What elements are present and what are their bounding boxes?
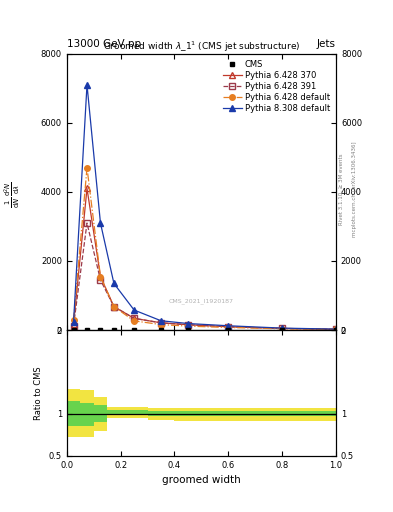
Text: 13000 GeV pp: 13000 GeV pp (67, 38, 141, 49)
Pythia 6.428 default (71, 317, 76, 324)
Pythia 8.308 default (334, 326, 338, 332)
Pythia 6.428 default (112, 304, 116, 310)
CMS (71, 327, 76, 333)
Text: mcplots.cern.ch [arXiv:1306.3436]: mcplots.cern.ch [arXiv:1306.3436] (352, 142, 357, 237)
Pythia 6.428 391 (71, 323, 76, 329)
Pythia 8.308 default (98, 220, 103, 226)
CMS (280, 327, 285, 333)
Pythia 8.308 default (185, 321, 190, 327)
Pythia 8.308 default (112, 281, 116, 287)
Pythia 8.308 default (226, 323, 231, 329)
Pythia 6.428 370 (280, 325, 285, 331)
Line: Pythia 6.428 default: Pythia 6.428 default (71, 165, 339, 332)
Pythia 6.428 default (185, 323, 190, 329)
Pythia 6.428 391 (159, 320, 163, 326)
Text: Jets: Jets (317, 38, 336, 49)
Pythia 8.308 default (280, 325, 285, 331)
Pythia 6.428 370 (112, 304, 116, 310)
Pythia 6.428 391 (112, 304, 116, 310)
Pythia 6.428 391 (98, 277, 103, 283)
CMS (84, 327, 89, 333)
CMS (334, 327, 338, 333)
Pythia 6.428 370 (334, 326, 338, 332)
Text: CMS_2021_I1920187: CMS_2021_I1920187 (169, 298, 234, 304)
Pythia 6.428 391 (226, 324, 231, 330)
Pythia 6.428 default (280, 326, 285, 332)
Pythia 6.428 default (226, 325, 231, 331)
Pythia 8.308 default (159, 317, 163, 324)
Pythia 6.428 default (98, 273, 103, 280)
Pythia 6.428 370 (226, 324, 231, 330)
Line: Pythia 8.308 default: Pythia 8.308 default (71, 82, 339, 332)
Text: $\frac{1}{\mathrm{d}N}\,\frac{\mathrm{d}^2 N}{\mathrm{d}\lambda}$: $\frac{1}{\mathrm{d}N}\,\frac{\mathrm{d}… (2, 181, 22, 208)
Pythia 6.428 391 (185, 322, 190, 328)
Line: Pythia 6.428 370: Pythia 6.428 370 (71, 186, 339, 332)
CMS (159, 327, 163, 333)
Pythia 6.428 370 (71, 321, 76, 327)
Pythia 6.428 370 (159, 320, 163, 326)
Pythia 6.428 391 (84, 220, 89, 226)
Pythia 8.308 default (84, 82, 89, 88)
Line: Pythia 6.428 391: Pythia 6.428 391 (71, 220, 339, 332)
Line: CMS: CMS (71, 328, 338, 332)
Pythia 8.308 default (71, 319, 76, 325)
CMS (226, 327, 231, 333)
Pythia 6.428 default (84, 165, 89, 171)
Pythia 6.428 default (334, 326, 338, 332)
Pythia 6.428 370 (185, 322, 190, 328)
Pythia 6.428 370 (98, 273, 103, 280)
Y-axis label: Ratio to CMS: Ratio to CMS (34, 366, 43, 420)
Pythia 6.428 default (159, 322, 163, 328)
X-axis label: groomed width: groomed width (162, 475, 241, 485)
Pythia 6.428 391 (132, 315, 136, 322)
Pythia 6.428 391 (280, 325, 285, 331)
Legend: CMS, Pythia 6.428 370, Pythia 6.428 391, Pythia 6.428 default, Pythia 8.308 defa: CMS, Pythia 6.428 370, Pythia 6.428 391,… (222, 58, 332, 115)
Pythia 6.428 370 (84, 185, 89, 191)
Text: Rivet 3.1.10, ≥ 3M events: Rivet 3.1.10, ≥ 3M events (339, 154, 344, 225)
CMS (112, 327, 116, 333)
CMS (98, 327, 103, 333)
Pythia 6.428 391 (334, 326, 338, 332)
Pythia 8.308 default (132, 307, 136, 313)
CMS (132, 327, 136, 333)
Pythia 6.428 370 (132, 315, 136, 322)
Pythia 6.428 default (132, 318, 136, 324)
CMS (185, 327, 190, 333)
Title: Groomed width $\lambda\_1^1$ (CMS jet substructure): Groomed width $\lambda\_1^1$ (CMS jet su… (103, 39, 300, 54)
